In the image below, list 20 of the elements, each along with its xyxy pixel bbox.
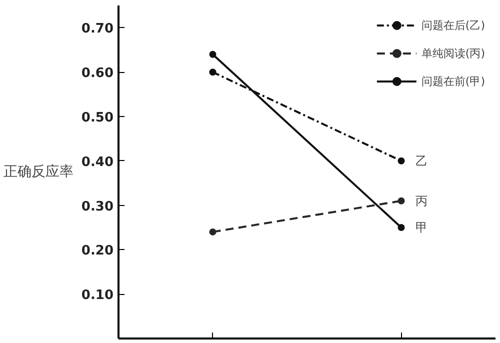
point (209, 68, 216, 76)
legend-label: 问题在前(甲) (421, 74, 485, 88)
y-tick-label: 0.30 (81, 199, 114, 214)
y-tick-label: 0.70 (81, 22, 114, 37)
point (209, 50, 216, 58)
y-tick-label: 0.10 (81, 288, 114, 304)
point (398, 224, 405, 231)
point (398, 157, 405, 164)
annotation: 乙 (415, 154, 428, 168)
annotation: 丙 (415, 194, 428, 208)
legend-label: 问题在后(乙) (421, 18, 485, 32)
annotation: 甲 (415, 220, 428, 234)
y-tick-label: 0.20 (81, 244, 114, 259)
y-axis-title: 正确反应率 (3, 164, 74, 180)
y-tick-label: 0.60 (81, 66, 114, 82)
y-tick-label: 0.40 (81, 154, 114, 170)
legend-label: 单纯阅读(丙) (421, 46, 485, 60)
point (209, 228, 216, 236)
y-tick-label: 0.50 (81, 110, 114, 126)
point (398, 197, 405, 204)
